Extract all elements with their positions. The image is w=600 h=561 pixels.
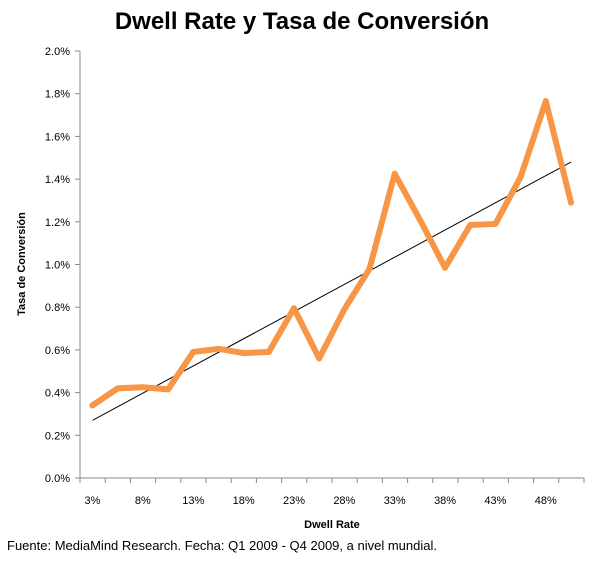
y-tick-label: 1.6% (45, 131, 70, 143)
x-axis-label: Dwell Rate (304, 519, 360, 531)
data-point (492, 220, 499, 227)
series-line (89, 98, 574, 409)
x-tick-label: 3% (85, 495, 101, 507)
data-point (568, 199, 574, 206)
trendline (92, 161, 572, 421)
data-point (165, 386, 172, 393)
x-tick-label: 28% (333, 495, 355, 507)
data-point (442, 264, 449, 271)
data-point (114, 385, 121, 392)
y-tick-label: 2.0% (45, 46, 70, 58)
y-axis-ticks: 0.0% 0.2% 0.4% 0.6% 0.8% 1.0% 1.2% 1.4% 1.6% 1.8%… (45, 46, 80, 485)
y-tick-label: 1.4% (45, 174, 70, 186)
y-tick-label: 0.2% (45, 430, 70, 442)
x-tick-label: 13% (182, 495, 204, 507)
chart-title: Dwell Rate y Tasa de Conversión (115, 8, 489, 35)
x-tick-label: 38% (434, 495, 456, 507)
data-point (265, 349, 272, 356)
y-tick-label: 0.0% (45, 473, 70, 485)
x-tick-label: 48% (535, 495, 557, 507)
y-axis-label: Tasa de Conversión (16, 212, 28, 316)
y-tick-label: 1.0% (45, 260, 70, 272)
data-point (316, 355, 323, 362)
y-tick-label: 0.8% (45, 302, 70, 314)
x-tick-label: 18% (233, 495, 255, 507)
y-tick-label: 0.4% (45, 388, 70, 400)
data-point (290, 305, 297, 312)
data-point (517, 173, 524, 180)
y-tick-label: 1.2% (45, 217, 70, 229)
data-points (89, 98, 574, 409)
source-footnote: Fuente: MediaMind Research. Fecha: Q1 20… (7, 538, 437, 553)
x-tick-label: 33% (384, 495, 406, 507)
data-point (139, 384, 146, 391)
data-point (89, 402, 96, 409)
data-point (190, 349, 197, 356)
x-tick-label: 43% (484, 495, 506, 507)
data-point (240, 350, 247, 357)
data-point (341, 306, 348, 313)
y-tick-label: 1.8% (45, 89, 70, 101)
data-point (416, 216, 423, 223)
data-point (366, 265, 373, 272)
x-tick-label: 23% (283, 495, 305, 507)
data-point (391, 170, 398, 177)
x-axis-ticks: 3% 8% 13% 18% 23% 28% 33% 38% 43% 48% (79, 478, 585, 507)
data-point (467, 222, 474, 229)
y-tick-label: 0.6% (45, 345, 70, 357)
data-point (542, 98, 549, 105)
x-tick-label: 8% (135, 495, 151, 507)
data-point (215, 345, 222, 352)
